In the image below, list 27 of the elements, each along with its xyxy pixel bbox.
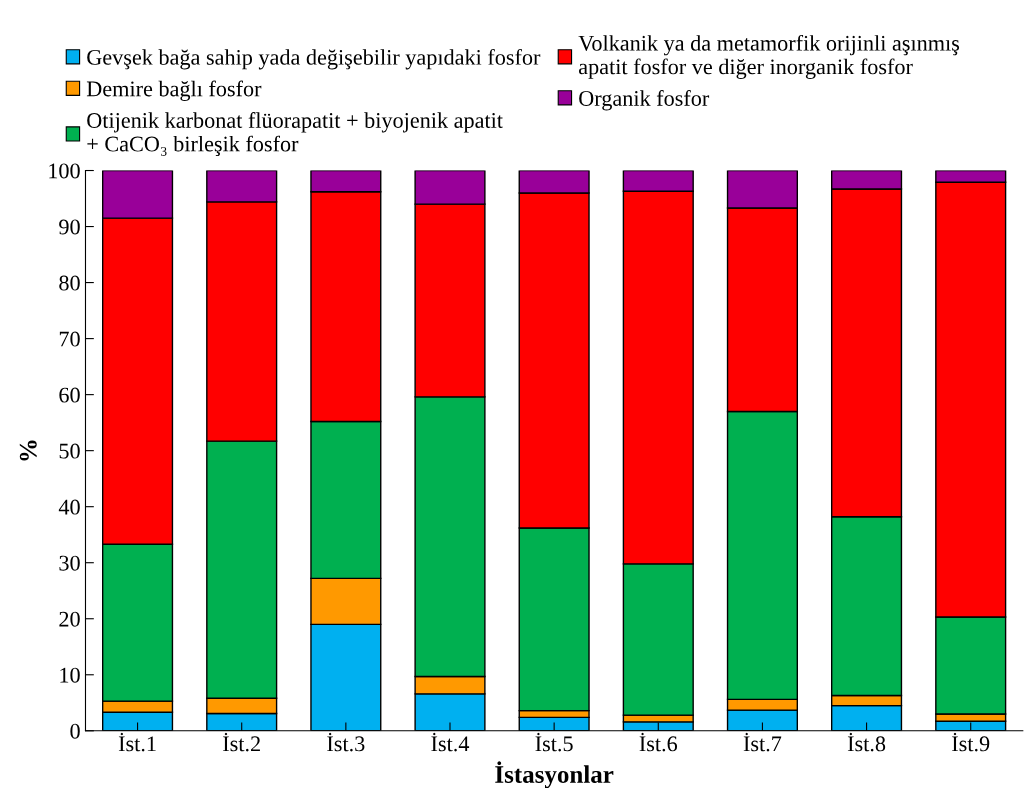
- y-tick-label: 100: [49, 163, 80, 179]
- y-axis-title: %: [19, 440, 37, 461]
- legend-label: Otijenik karbonat flüorapatit + biyojenik apatit + CaCO₃ birleşik fosfor: [87, 112, 503, 157]
- x-axis-title: İstasyonlar: [495, 761, 614, 789]
- y-tick-label: 10: [60, 667, 80, 683]
- y-tick-label: 50: [59, 443, 80, 459]
- x-tick-label: İst.3: [327, 732, 365, 752]
- y-tick-label: 70: [59, 331, 80, 347]
- x-tick-label: İst.2: [223, 732, 260, 752]
- y-tick-label: 30: [59, 555, 80, 571]
- x-tick-label: İst.6: [639, 732, 678, 752]
- x-tick-label: İst.1: [118, 732, 156, 752]
- x-tick-label: İst.7: [743, 732, 782, 752]
- legend-label: Volkanik ya da metamorfik orijinli aşınmış apatit fosfor ve diğer inorganik fosfor: [578, 34, 960, 79]
- legend-label: Organik fosfor: [579, 90, 710, 111]
- y-tick-label: 40: [58, 499, 80, 515]
- legend-label: Demire bağlı fosfor: [86, 80, 262, 101]
- y-tick-label: 80: [59, 275, 80, 291]
- y-tick-label: 60: [59, 387, 80, 403]
- y-tick-label: 90: [59, 219, 80, 235]
- x-tick-label: İst.9: [952, 732, 990, 752]
- x-tick-label: İst.5: [535, 732, 573, 752]
- x-tick-label: İst.4: [431, 732, 470, 752]
- y-tick-label: 20: [59, 611, 80, 627]
- x-tick-label: İst.8: [847, 732, 886, 752]
- legend-label: Gevşek bağa sahip yada değişebilir yapıdaki fosfor: [87, 48, 541, 70]
- y-tick-label: 0: [70, 723, 80, 739]
